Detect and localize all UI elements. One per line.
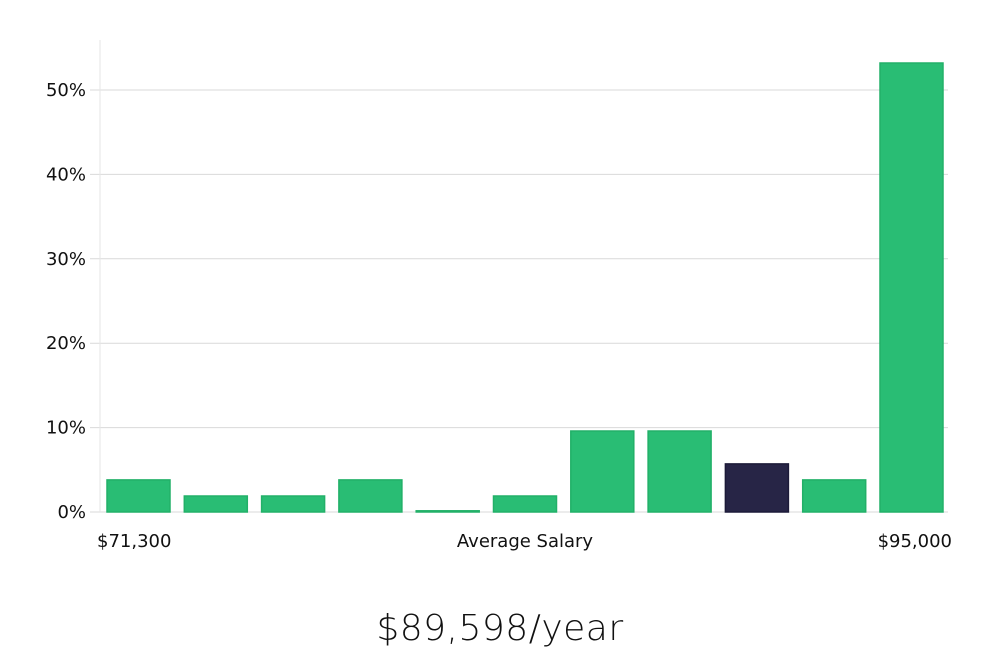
bar	[492, 495, 558, 513]
salary-distribution-chart: 0% 10% 20% 30% 40% 50% $71,300 Average Salary…	[46, 40, 952, 552]
y-tick-label: 20%	[46, 333, 86, 354]
bars	[106, 62, 944, 513]
y-tick-label: 0%	[57, 502, 86, 523]
y-tick-label: 50%	[46, 80, 86, 101]
x-end-label: $95,000	[878, 531, 952, 552]
bar	[106, 479, 171, 513]
bar	[647, 430, 712, 513]
bar	[338, 479, 403, 513]
y-axis-ticks: 0% 10% 20% 30% 40% 50%	[46, 80, 86, 523]
bar	[570, 430, 635, 513]
x-center-label: Average Salary	[457, 531, 594, 552]
grid-lines	[90, 89, 948, 513]
bar	[183, 495, 249, 513]
bar-highlighted	[724, 463, 790, 513]
y-tick-label: 30%	[46, 249, 86, 270]
bar	[879, 62, 944, 513]
bar	[801, 479, 867, 513]
bar	[415, 510, 480, 513]
bar	[260, 495, 326, 513]
y-tick-label: 10%	[46, 418, 86, 439]
average-salary-value: $89,598/year	[376, 608, 624, 649]
x-start-label: $71,300	[97, 531, 171, 552]
y-tick-label: 40%	[46, 164, 86, 185]
